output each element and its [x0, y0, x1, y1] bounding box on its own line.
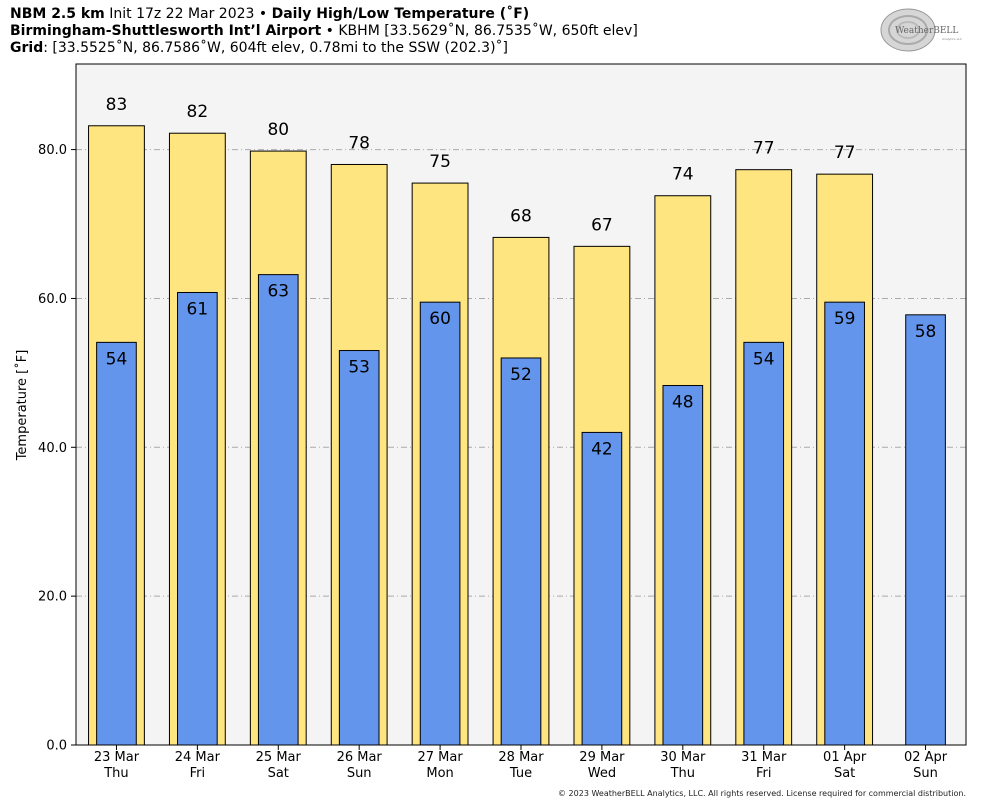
y-tick-label: 60.0 — [38, 292, 67, 307]
x-tick-day: Wed — [588, 766, 616, 781]
x-tick-date: 24 Mar — [175, 750, 221, 765]
x-tick-date: 01 Apr — [823, 750, 867, 765]
x-tick-day: Fri — [190, 766, 206, 781]
logo-subtext: Analytics LLC — [942, 37, 962, 41]
y-tick-label: 40.0 — [38, 441, 67, 456]
high-value-label: 82 — [187, 102, 209, 122]
x-tick-day: Mon — [426, 766, 453, 781]
high-value-label: 74 — [672, 165, 694, 185]
low-value-label: 61 — [187, 299, 209, 319]
low-value-label: 59 — [834, 309, 856, 329]
high-value-label: 68 — [510, 206, 532, 226]
low-bar — [905, 314, 946, 746]
station-name: Birmingham-Shuttlesworth Int’l Airport — [10, 23, 322, 39]
x-tick-date: 02 Apr — [904, 750, 948, 765]
x-tick-date: 26 Mar — [337, 750, 383, 765]
x-tick-day: Thu — [103, 766, 128, 781]
x-tick-day: Thu — [670, 766, 695, 781]
low-bar — [581, 431, 623, 746]
low-bar — [662, 385, 704, 746]
x-tick-date: 30 Mar — [660, 750, 706, 765]
data-labels: 83 82 80 78 75 68 67 74 77 77 54 61 63 53 60 52 42 48 54 59… — [106, 95, 937, 460]
y-tick-label: 20.0 — [38, 590, 67, 605]
x-tick-day: Sun — [913, 766, 938, 781]
low-value-label: 53 — [348, 358, 370, 378]
x-tick-day: Sat — [834, 766, 855, 781]
x-tick-date: 28 Mar — [498, 750, 544, 765]
high-value-label: 77 — [834, 143, 856, 163]
low-bar — [824, 301, 865, 746]
x-tick-day: Tue — [509, 766, 532, 781]
low-bar — [743, 341, 785, 746]
high-value-label: 83 — [106, 95, 128, 115]
chart-title-line-2: Birmingham-Shuttlesworth Int’l Airport •… — [10, 23, 638, 40]
low-value-label: 60 — [429, 309, 451, 329]
chart-title-line-1: NBM 2.5 km Init 17z 22 Mar 2023 • Daily … — [10, 6, 529, 23]
high-value-label: 78 — [348, 133, 370, 153]
high-value-label: 80 — [267, 120, 289, 140]
x-tick-date: 29 Mar — [579, 750, 625, 765]
low-bars — [96, 274, 946, 746]
low-value-label: 54 — [753, 349, 775, 369]
x-tick-date: 31 Mar — [741, 750, 787, 765]
product-name: Daily High/Low Temperature (˚F) — [271, 6, 530, 22]
chart-title-line-3: Grid: [33.5525˚N, 86.7586˚W, 604ft elev,… — [10, 40, 508, 57]
grid-info: : [33.5525˚N, 86.7586˚W, 604ft elev, 0.7… — [43, 40, 509, 56]
logo-text: WeatherBELL — [895, 26, 958, 36]
low-value-label: 54 — [106, 349, 128, 369]
low-value-label: 48 — [672, 393, 694, 413]
low-value-label: 52 — [510, 365, 532, 385]
x-tick-day: Sun — [347, 766, 372, 781]
high-value-label: 67 — [591, 215, 613, 235]
low-bar — [96, 341, 137, 746]
low-bar — [257, 274, 299, 746]
init-time: Init 17z 22 Mar 2023 • — [104, 6, 272, 22]
high-value-label: 75 — [429, 152, 451, 172]
x-tick-date: 23 Mar — [94, 750, 140, 765]
low-value-label: 63 — [267, 282, 289, 302]
x-tick-date: 27 Mar — [417, 750, 463, 765]
y-axis-label: Temperature [˚F] — [14, 350, 30, 462]
low-bar — [338, 350, 380, 746]
model-name: NBM 2.5 km — [10, 6, 105, 22]
weatherbell-logo: WeatherBELL Analytics LLC — [880, 8, 962, 52]
low-value-label: 58 — [915, 322, 937, 342]
grid-label: Grid — [10, 40, 44, 56]
copyright-footer: © 2023 WeatherBELL Analytics, LLC. All r… — [558, 789, 966, 798]
low-bar — [500, 357, 542, 746]
high-value-label: 77 — [753, 139, 775, 159]
y-axis: 0.0 20.0 40.0 60.0 80.0 — [38, 143, 76, 754]
low-bar — [177, 291, 218, 746]
x-tick-day: Sat — [268, 766, 289, 781]
x-tick-day: Fri — [756, 766, 772, 781]
x-tick-date: 25 Mar — [256, 750, 302, 765]
low-value-label: 42 — [591, 439, 613, 459]
y-tick-label: 0.0 — [46, 739, 67, 754]
y-tick-label: 80.0 — [38, 143, 67, 158]
station-info: • KBHM [33.5629˚N, 86.7535˚W, 650ft elev… — [321, 23, 638, 39]
low-bar — [419, 301, 461, 746]
